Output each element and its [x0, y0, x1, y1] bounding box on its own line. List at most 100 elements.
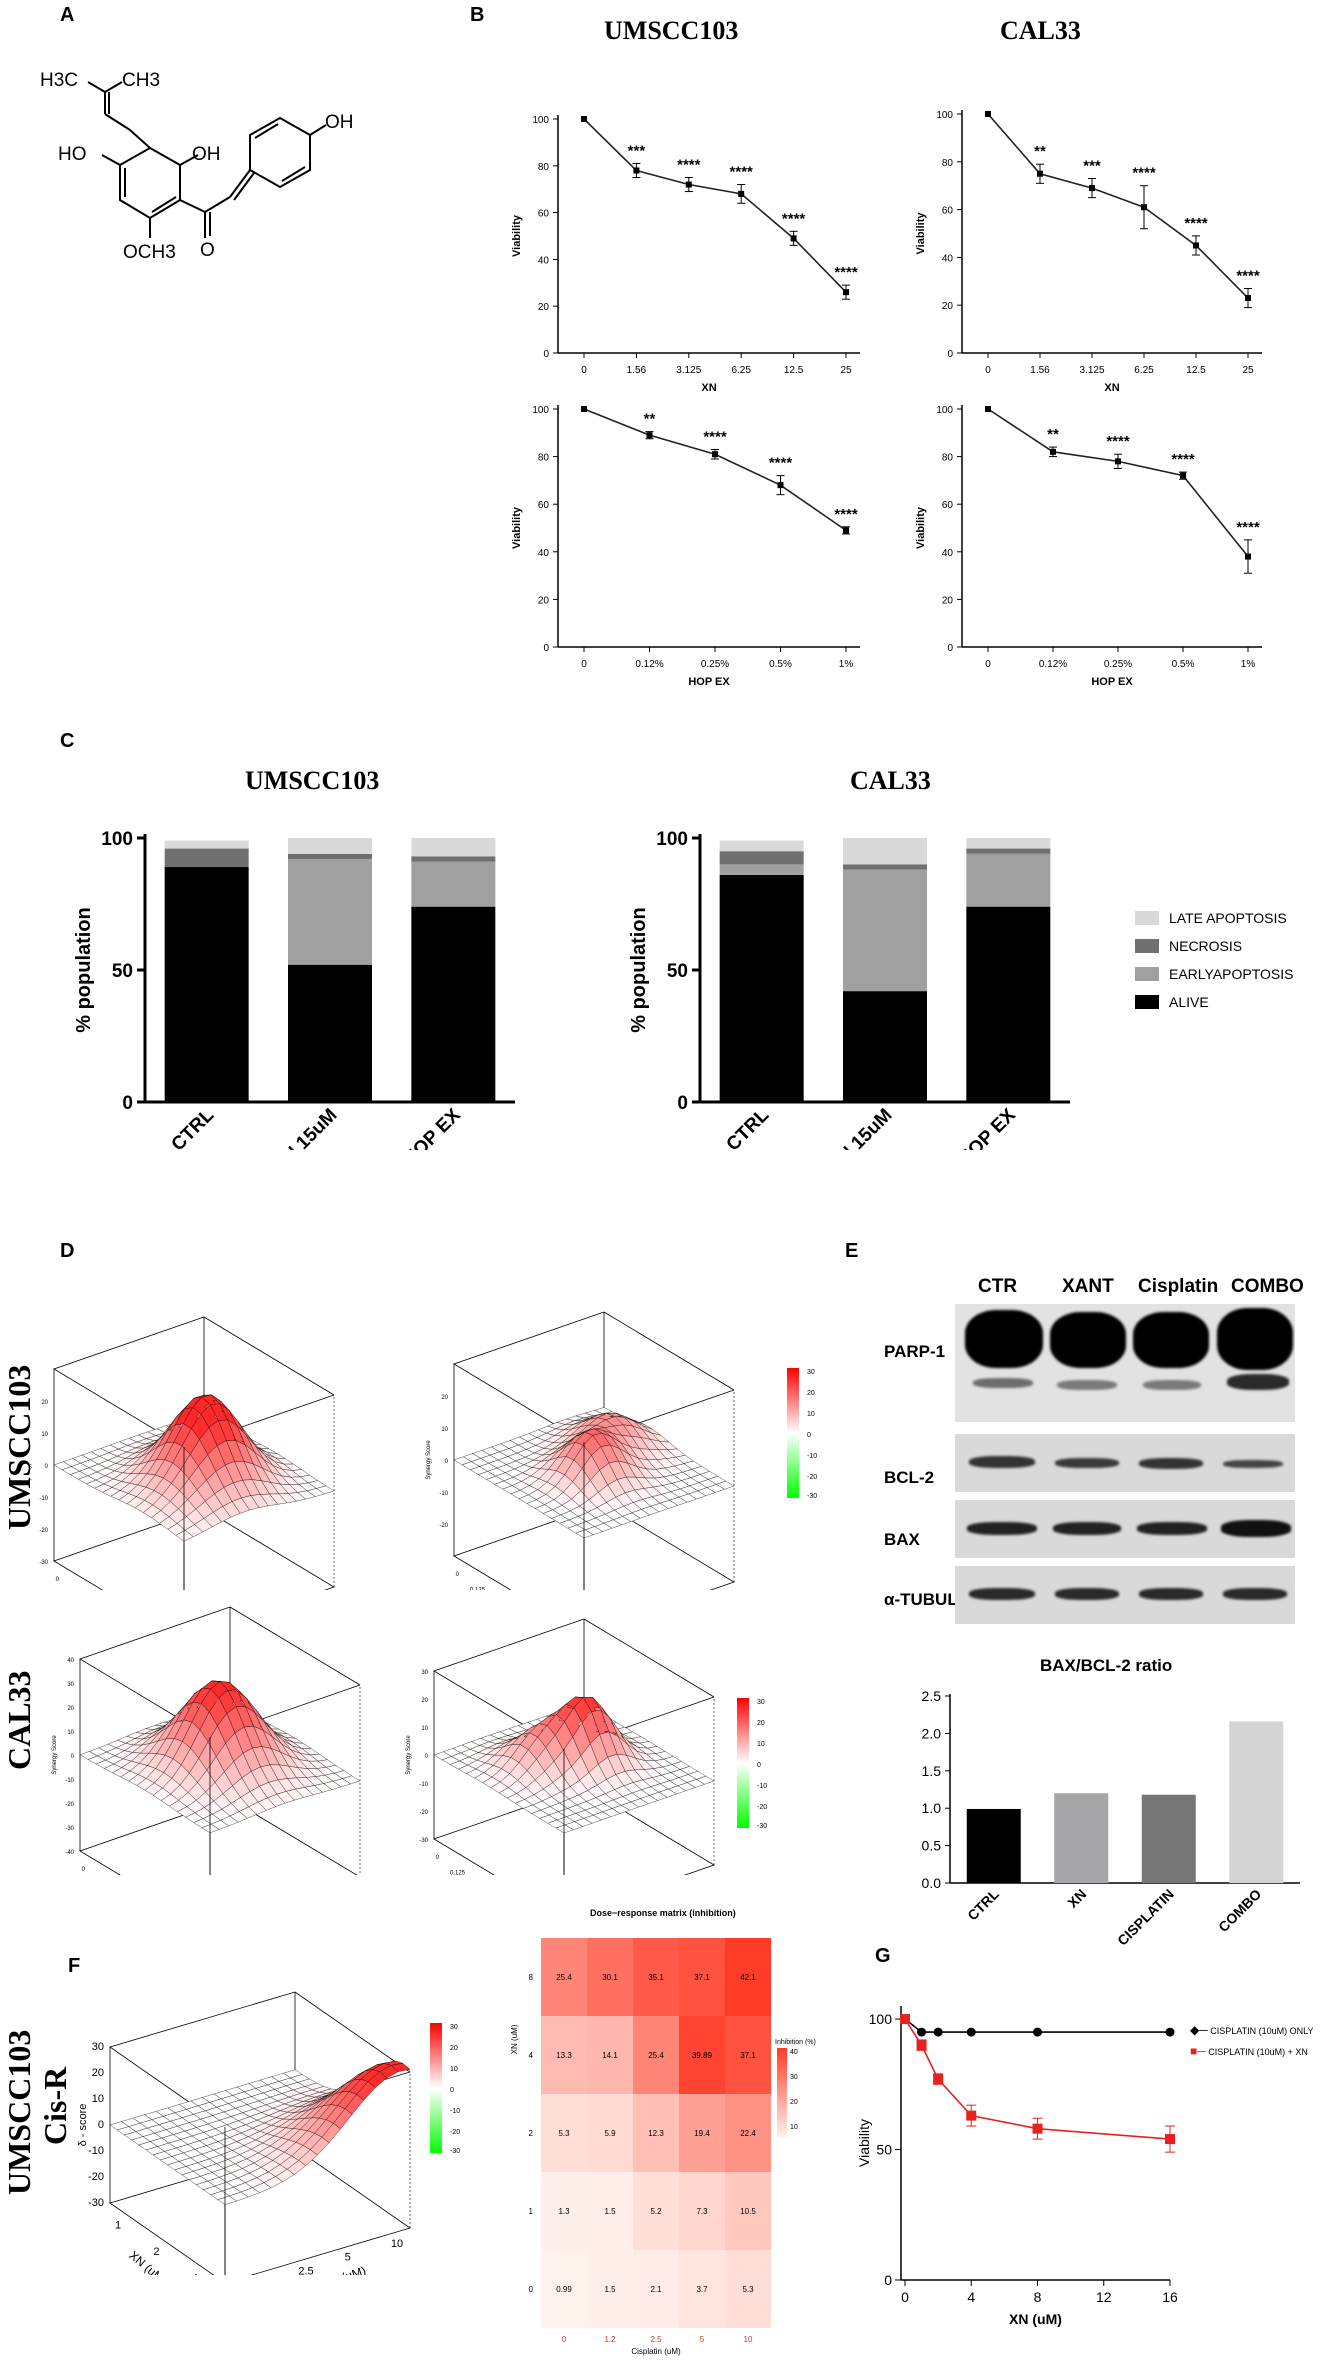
z-tick-label: 0	[45, 1464, 49, 1470]
z-tick-label: 20	[441, 1395, 448, 1401]
scale-tick: 30	[757, 1699, 765, 1706]
z-axis-label: Synergy Score	[30, 1445, 32, 1485]
y-tick-label: 80	[942, 453, 954, 464]
z-tick-label: 20	[92, 2067, 104, 2079]
bar-segment	[164, 840, 249, 849]
x-axis-label: XN	[701, 382, 716, 394]
x-tick-label: XN	[1064, 1886, 1089, 1911]
data-point	[900, 2014, 910, 2025]
y-tick-label: 100	[532, 405, 549, 416]
z-tick-label: -30	[65, 1826, 74, 1832]
z-tick-label: 10	[41, 1432, 48, 1438]
y-tick-label: 1.5	[922, 1763, 942, 1779]
scale-tick: -30	[450, 2148, 460, 2155]
chem-label-oh: OH	[192, 144, 221, 165]
x-tick-label: 1%	[1241, 659, 1256, 670]
z-tick-label: 20	[421, 1698, 428, 1704]
matrix-cell	[633, 2172, 679, 2250]
scale-tick: 0	[807, 1432, 811, 1439]
frame-top	[583, 1618, 715, 1698]
lane-label-cisplatin: Cisplatin	[1138, 1276, 1219, 1297]
frame-top	[203, 1316, 335, 1396]
ratio-bar	[1229, 1721, 1284, 1883]
x-tick-label: 2.5	[298, 2265, 313, 2275]
y-axis-label: Viability	[511, 214, 523, 257]
z-tick-label: 40	[67, 1658, 74, 1664]
blot-image-bax	[955, 1500, 1295, 1558]
matrix-cell-value: 0.99	[556, 2285, 572, 2294]
significance-stars: ****	[1132, 165, 1156, 182]
z-axis-label: Synergy Score	[52, 1735, 58, 1775]
y-axis-label: % population	[628, 907, 650, 1033]
y-tick-label: 80	[942, 158, 954, 169]
frame-top	[229, 1606, 361, 1686]
matrix-cell-value: 22.4	[740, 2129, 756, 2138]
matrix-cell	[541, 2250, 587, 2328]
significance-stars: **	[1034, 143, 1046, 160]
data-point	[1115, 458, 1121, 465]
y-tick-label: 100	[532, 115, 549, 126]
x-tick-label: 0	[581, 659, 587, 670]
y-tick-label: 0	[884, 2272, 892, 2288]
matrix-cell-value: 5.3	[742, 2285, 754, 2294]
data-point	[917, 2027, 927, 2037]
y-tick-label: 0	[436, 1855, 440, 1861]
significance-stars: ****	[1171, 451, 1195, 468]
matrix-cell-value: 37.1	[740, 2051, 756, 2060]
bar-segment	[411, 861, 496, 907]
y-tick-label: 50	[876, 2142, 892, 2158]
x-tick-label: XN 15uM	[270, 1105, 342, 1150]
bar-segment	[966, 853, 1051, 907]
y-axis-label: Viability	[511, 506, 523, 549]
y-tick-label: 20	[538, 302, 550, 313]
surface-cell	[716, 1480, 735, 1490]
data-point	[1165, 2134, 1175, 2145]
z-tick-label: 10	[421, 1726, 428, 1732]
ratio-bar	[1054, 1793, 1109, 1883]
bar-segment	[288, 964, 372, 1102]
bar-segment	[966, 906, 1051, 1102]
ratio-bar	[966, 1808, 1021, 1883]
series-line	[583, 118, 847, 293]
matrix-cell	[541, 2172, 587, 2250]
x-tick-label: CTRL	[168, 1104, 219, 1150]
y-tick-label: 0	[82, 1867, 86, 1873]
x-tick-label: 0	[985, 365, 991, 376]
x-tick-label: 0	[581, 365, 587, 376]
frame-top	[453, 1311, 735, 1443]
y-tick-label: 0	[56, 1577, 60, 1583]
significance-stars: ***	[628, 142, 646, 159]
data-point	[1037, 170, 1043, 177]
z-tick-label: 0	[71, 1754, 75, 1760]
dose-response-matrix: 25.4 30.1 35.1 37.1 42.113.3 14.1 25.4 39.89 37.…	[510, 1938, 816, 2356]
inhibition-legend-bar	[777, 2048, 787, 2138]
x-tick-label: 3.125	[676, 365, 701, 376]
surface-cell	[696, 1775, 715, 1785]
chem-label-ch3: CH3	[122, 70, 160, 91]
y-tick-label: 60	[942, 206, 954, 217]
blot-label-tubulin: α-TUBULIN	[884, 1590, 975, 1609]
svg-text:UMSCC103: UMSCC103	[1, 1365, 37, 1530]
blot-image-parp1	[955, 1304, 1295, 1422]
x-tick-label: 3.125	[1079, 365, 1104, 376]
z-tick-label: 0	[445, 1459, 449, 1465]
frame-top	[433, 1618, 715, 1750]
matrix-cell-value: 14.1	[602, 2051, 618, 2060]
matrix-cell	[679, 2016, 725, 2094]
data-point	[966, 2110, 977, 2121]
y-axis-label: % population	[73, 907, 95, 1033]
surface-cell	[342, 1775, 361, 1785]
y-axis-label: Viability	[915, 212, 927, 255]
bar-segment	[719, 864, 804, 875]
matrix-cell	[725, 1938, 771, 2016]
matrix-col-label: 0	[562, 2335, 567, 2344]
matrix-cell-value: 5.2	[650, 2207, 662, 2216]
y-tick-label: 2.5	[922, 1688, 942, 1704]
x-tick-label: 0.5%	[1172, 659, 1195, 670]
panel-c-title-umscc103: UMSCC103	[245, 766, 380, 795]
bar-segment	[719, 851, 804, 865]
z-tick-label: -30	[39, 1560, 48, 1566]
y-tick-label: 1.0	[922, 1800, 942, 1816]
z-tick-label: 10	[67, 1730, 74, 1736]
